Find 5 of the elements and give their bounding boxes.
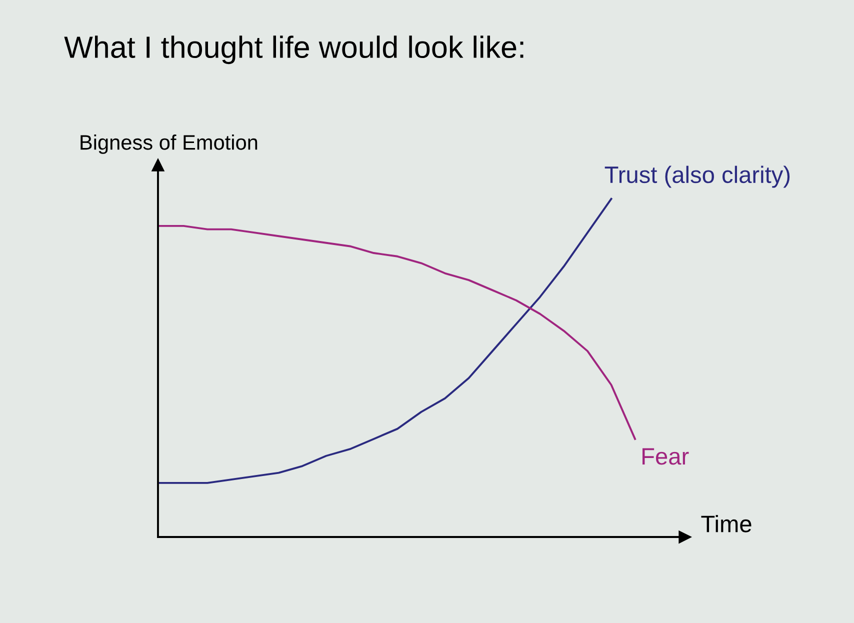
x-axis-title: Time bbox=[701, 515, 752, 532]
series-label: Fear bbox=[642, 448, 689, 465]
y-axis-title: Bigness of Emotion bbox=[80, 134, 258, 154]
series-label: Trust (also clarity) bbox=[604, 166, 790, 188]
chart-title: What I thought life would look like: bbox=[64, 36, 524, 64]
